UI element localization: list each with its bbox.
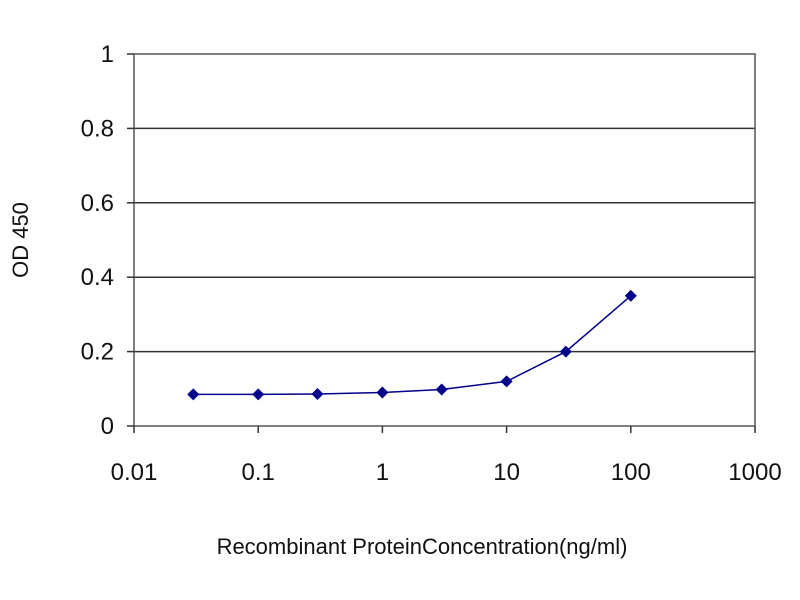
x-tick-label: 1 (376, 459, 389, 486)
y-tick-label: 1 (101, 41, 114, 68)
data-point (500, 375, 513, 388)
data-series (187, 289, 637, 401)
data-point (559, 345, 572, 358)
data-point (376, 386, 389, 399)
y-axis-title: OD 450 (8, 202, 33, 278)
data-point (624, 289, 637, 302)
data-point (435, 383, 448, 396)
y-tick-label: 0.2 (81, 339, 114, 366)
y-tick-label: 0.6 (81, 190, 114, 217)
series-line (193, 295, 632, 396)
y-tick-label: 0.8 (81, 115, 114, 142)
x-axis-ticks: 0.01 0.1 1 10 100 1000 (111, 426, 782, 486)
x-tick-label: 1000 (728, 459, 781, 486)
data-point (311, 388, 324, 401)
y-gridlines (134, 127, 755, 353)
x-tick-label: 0.01 (111, 459, 158, 486)
y-tick-label: 0.4 (81, 264, 114, 291)
data-point (252, 388, 265, 401)
y-axis-ticks: 0 0.2 0.4 0.6 0.8 1 (81, 41, 134, 440)
x-tick-label: 10 (493, 459, 520, 486)
data-point (187, 388, 200, 401)
x-axis-title: Recombinant ProteinConcentration(ng/ml) (217, 534, 628, 559)
plot-area-border (133, 53, 756, 427)
y-tick-label: 0 (101, 413, 114, 440)
x-tick-label: 0.1 (242, 459, 275, 486)
x-tick-label: 100 (611, 459, 651, 486)
